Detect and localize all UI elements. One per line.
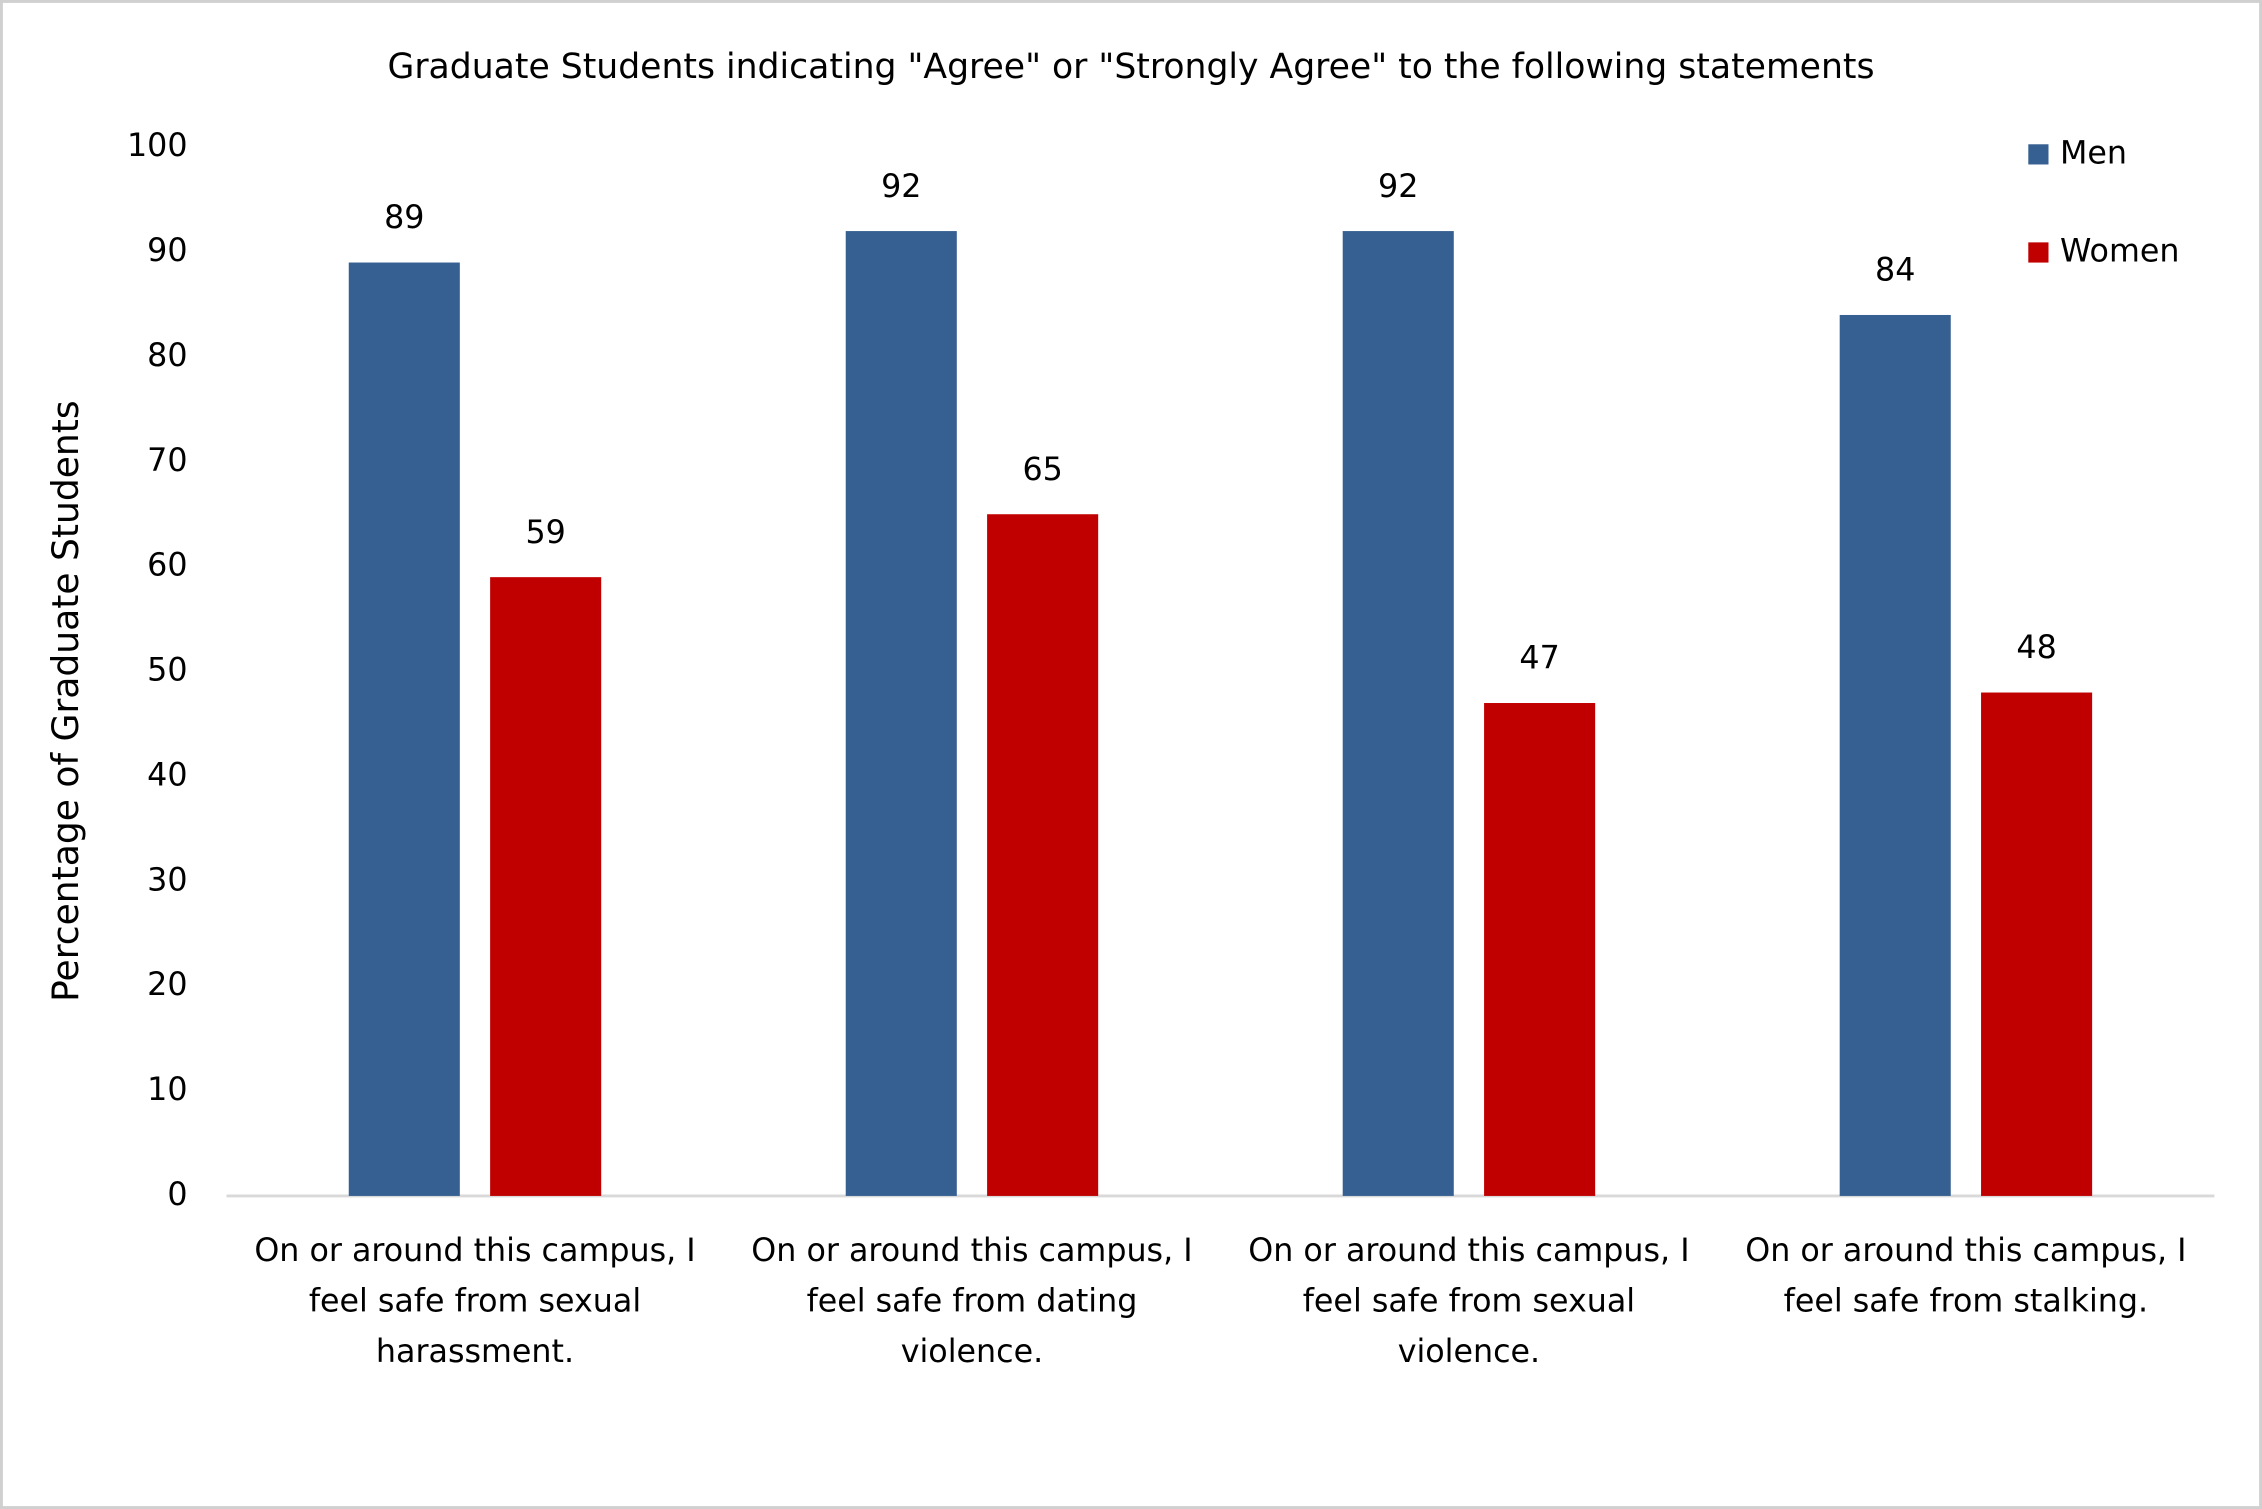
data-label: 65	[1022, 452, 1062, 488]
data-label: 89	[384, 200, 424, 236]
bar	[987, 514, 1099, 1196]
y-tick-label: 100	[127, 128, 188, 164]
data-label: 92	[881, 169, 921, 205]
legend-label: Men	[2060, 135, 2127, 171]
bar	[1484, 703, 1596, 1196]
y-tick-label: 90	[147, 233, 187, 269]
bar	[1342, 231, 1454, 1196]
legend-swatch	[2028, 242, 2049, 263]
data-label: 47	[1519, 641, 1559, 677]
y-axis-label: Percentage of Graduate Students	[45, 400, 87, 1002]
data-label: 84	[1875, 253, 1915, 289]
y-tick-label: 60	[147, 548, 187, 584]
bar	[1981, 692, 2093, 1196]
bar	[1839, 314, 1951, 1196]
y-tick-label: 20	[147, 967, 187, 1003]
y-tick-label: 50	[147, 653, 187, 689]
bar	[845, 231, 957, 1196]
data-label: 92	[1378, 169, 1418, 205]
legend-label: Women	[2060, 233, 2179, 269]
y-tick-label: 80	[147, 338, 187, 374]
data-label: 59	[525, 515, 565, 551]
data-label: 48	[2016, 630, 2056, 666]
y-tick-label: 10	[147, 1072, 187, 1108]
y-tick-label: 30	[147, 862, 187, 898]
y-tick-label: 0	[167, 1177, 187, 1213]
legend-swatch	[2028, 144, 2049, 165]
y-tick-label: 40	[147, 757, 187, 793]
y-tick-label: 70	[147, 443, 187, 479]
bar	[348, 262, 460, 1196]
chart-title: Graduate Students indicating "Agree" or …	[388, 47, 1875, 87]
bar	[490, 577, 602, 1196]
